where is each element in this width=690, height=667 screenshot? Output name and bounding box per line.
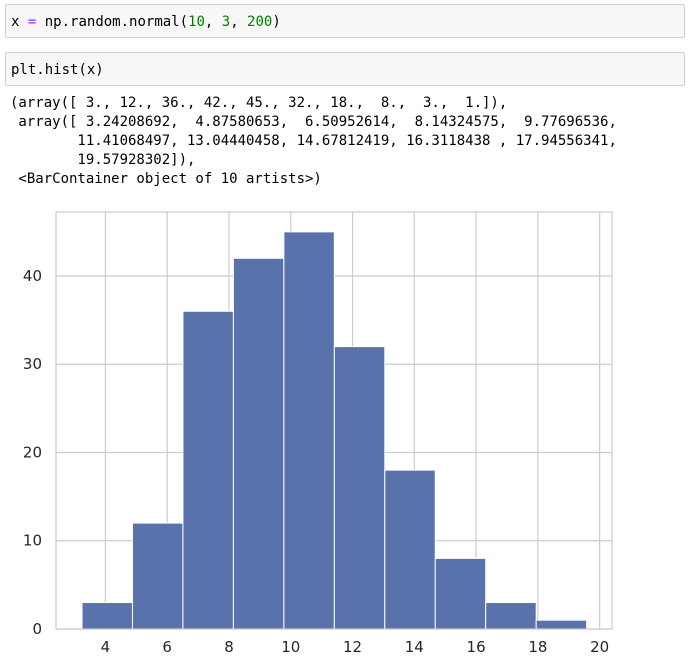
plot-frame <box>55 211 613 630</box>
output-line: 19.57928302]), <box>10 152 196 168</box>
histogram-bar <box>232 257 285 630</box>
code-token: = <box>27 14 37 30</box>
x-tick-label: 18 <box>528 638 547 656</box>
y-tick-label: 0 <box>32 620 42 638</box>
code-token: 3 <box>221 14 231 30</box>
histogram-chart: 4 6 8 10 12 14 16 18 20 0 10 20 30 40 <box>23 211 613 656</box>
x-tick-label: 16 <box>467 638 486 656</box>
output-line: <BarContainer object of 10 artists>) <box>10 171 322 187</box>
y-tick-label: 40 <box>23 267 42 285</box>
y-tick-label: 30 <box>23 355 42 373</box>
code-token: ) <box>272 14 281 30</box>
code-cell-input-1[interactable]: x = np.random.normal(10, 3, 200) <box>5 4 685 38</box>
x-tick-label: 14 <box>405 638 424 656</box>
cell-output-text: (array([ 3., 12., 36., 42., 45., 32., 18… <box>10 94 680 189</box>
x-tick-label: 6 <box>162 638 172 656</box>
histogram-bar <box>434 557 487 630</box>
y-tick-label: 20 <box>23 443 42 461</box>
code-token: plt.hist(x) <box>11 62 104 78</box>
histogram-bar <box>131 522 184 630</box>
histogram-bar <box>81 602 133 630</box>
code-token: 200 <box>247 14 273 30</box>
code-token: , <box>230 14 248 30</box>
histogram-bar <box>283 231 335 630</box>
histogram-bar <box>485 602 537 630</box>
code-token: np.random.normal( <box>36 14 189 30</box>
histogram-bar <box>333 346 386 630</box>
code-token: 10 <box>188 14 205 30</box>
output-line: (array([ 3., 12., 36., 42., 45., 32., 18… <box>10 95 508 111</box>
code-cell-input-2[interactable]: plt.hist(x) <box>5 52 685 86</box>
x-tick-label: 4 <box>101 638 111 656</box>
histogram-bar <box>384 469 436 630</box>
x-tick-label: 12 <box>343 638 362 656</box>
y-tick-label: 10 <box>23 532 42 550</box>
code-token <box>19 14 27 30</box>
output-line: 11.41068497, 13.04440458, 14.67812419, 1… <box>10 133 617 149</box>
code-token: x <box>11 14 20 30</box>
histogram-bar <box>182 310 234 630</box>
histogram-bar <box>535 619 588 630</box>
x-tick-label: 10 <box>281 638 300 656</box>
x-tick-label: 8 <box>224 638 234 656</box>
x-tick-label: 20 <box>590 638 609 656</box>
code-token: , <box>204 14 222 30</box>
output-line: array([ 3.24208692, 4.87580653, 6.509526… <box>10 114 617 130</box>
